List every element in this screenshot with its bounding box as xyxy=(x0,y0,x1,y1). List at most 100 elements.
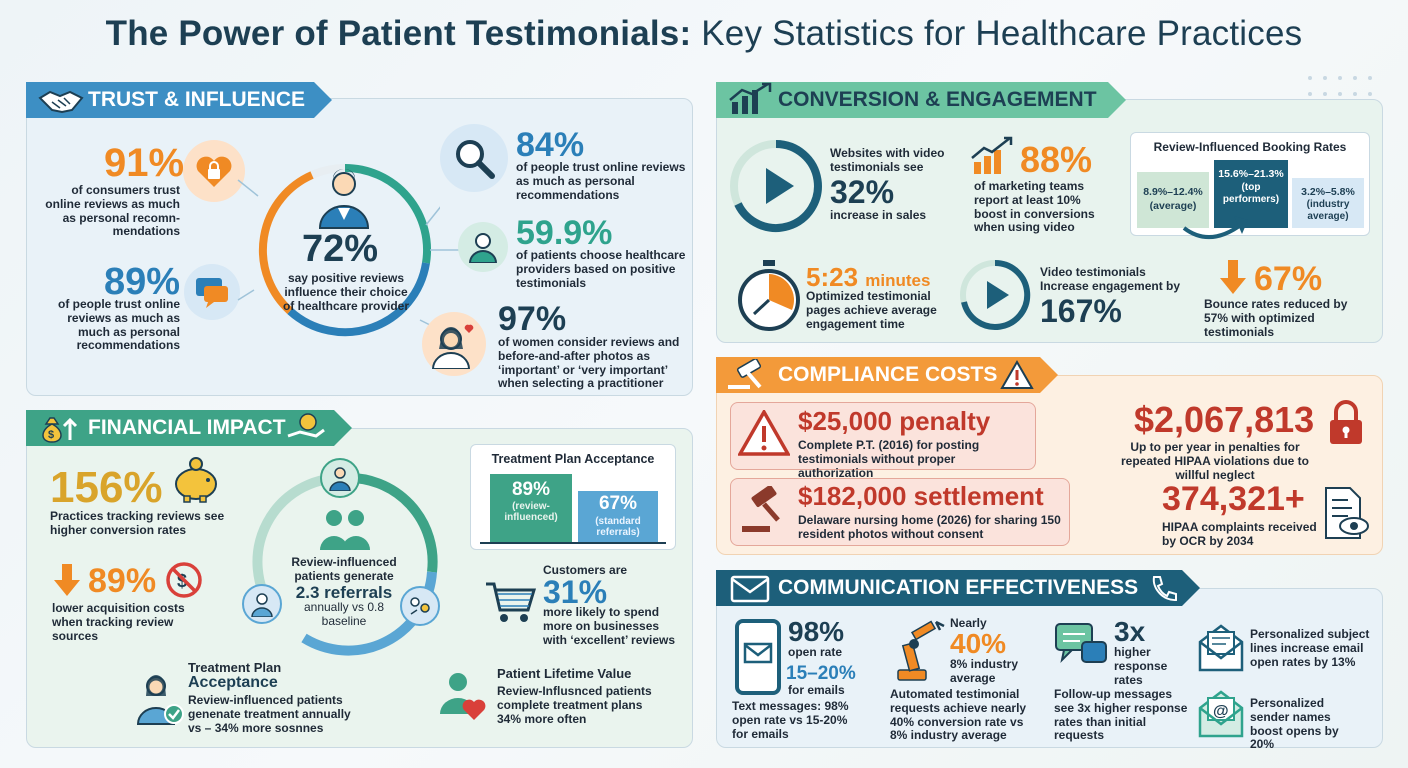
communication-panel xyxy=(716,588,1383,748)
followup-label: higher response rates xyxy=(1114,645,1168,687)
warning-triangle-icon xyxy=(1000,360,1034,390)
trust-84-value: 84% xyxy=(516,126,585,164)
fin-156-value: 156% xyxy=(50,463,163,512)
trust-97-value: 97% xyxy=(498,300,567,338)
tpa-bar2-value: 67% xyxy=(598,493,638,514)
penalty-value: $25,000 penalty xyxy=(798,406,991,436)
conv-88-text: of marketing teams report at least 10% b… xyxy=(974,179,1095,235)
chat-bubble-icon xyxy=(184,264,240,320)
penalty-card xyxy=(730,402,1036,470)
arrow-down-icon xyxy=(54,564,80,596)
sms-label2: for emails xyxy=(788,683,845,697)
plv-text: Review-Influsnced patients complete trea… xyxy=(497,684,652,726)
auto-text: Automated testimonial requests achieve n… xyxy=(890,687,1027,743)
trust-heading-label: TRUST & INFLUENCE xyxy=(88,88,305,111)
tpa-bar-review xyxy=(490,474,572,542)
conv-engage-pre: Video testimonials Increase engagement b… xyxy=(1040,265,1181,293)
trust-89-text: of people trust online reviews as much a… xyxy=(58,297,180,353)
complaints-value: 374,321+ xyxy=(1162,480,1305,518)
handshake-icon xyxy=(36,84,86,116)
tpa-title2: Acceptance xyxy=(188,674,278,691)
phone-icon xyxy=(1148,573,1178,603)
referral-node-icon xyxy=(400,586,440,626)
tpa-chart-title: Treatment Plan Acceptance xyxy=(491,452,655,466)
bar-growth-icon xyxy=(971,136,1013,174)
fin-156-text: Practices tracking reviews see higher co… xyxy=(50,509,225,537)
booking-b-value: 15.6%–21.3% xyxy=(1218,168,1284,180)
fin-referral-value: 2.3 referrals xyxy=(295,583,393,602)
financial-heading: $ FINANCIAL IMPACT xyxy=(26,410,352,446)
fin-referral-line1: Review-influenced patients generate xyxy=(291,555,397,583)
settlement-card xyxy=(730,478,1070,546)
trust-91-text: of consumers trust online reviews as muc… xyxy=(45,183,180,239)
tpa-bar-standard xyxy=(578,491,658,542)
conv-bounce-value: 67% xyxy=(1254,260,1323,298)
settlement-value: $182,000 settlement xyxy=(798,481,1044,511)
hipaa-value: $2,067,813 xyxy=(1134,399,1315,440)
sms-value: 98% xyxy=(788,616,845,647)
magnifier-icon xyxy=(440,124,508,192)
conv-time-value: 5:23 minutes xyxy=(806,264,930,290)
conv-video-value: 32% xyxy=(830,174,895,210)
play-circle-icon xyxy=(960,259,1031,330)
smartphone-icon xyxy=(735,619,781,695)
conv-engage-value: 167% xyxy=(1040,293,1122,329)
communication-heading: COMMUNICATION EFFECTIVENESS xyxy=(716,570,1200,606)
booking-title: Review-Influenced Booking Rates xyxy=(1153,140,1347,154)
sender-text: Personalized sender names boost opens by… xyxy=(1250,696,1339,752)
conversion-heading: CONVERSION & ENGAGEMENT xyxy=(716,82,1126,118)
tpa-bar2-label: (standard referrals) xyxy=(595,516,641,538)
conv-88-value: 88% xyxy=(1020,139,1093,180)
booking-box-average xyxy=(1137,172,1209,228)
trust-89-value: 89% xyxy=(104,261,181,303)
sms-label: open rate xyxy=(788,645,843,659)
followup-text: Follow-up messages see 3x higher respons… xyxy=(1054,687,1188,743)
tpa-title1: Treatment Plan xyxy=(188,660,282,675)
conv-time-unit: minutes xyxy=(865,271,931,290)
hipaa-text: Up to per year in penalties for repeated… xyxy=(1120,440,1310,482)
patient-icon xyxy=(458,222,508,272)
booking-box-top xyxy=(1214,160,1288,228)
tpa-text: Review-influenced patients genenate trea… xyxy=(188,693,351,735)
booking-c-value: 3.2%–5.8% xyxy=(1301,186,1355,198)
trust-84-text: of people trust online reviews as much a… xyxy=(516,160,686,202)
trust-72-text: say positive reviews influence their cho… xyxy=(282,271,410,313)
piggy-bank-icon xyxy=(175,457,217,503)
conv-video-text: increase in sales xyxy=(830,208,927,222)
email-open-icon xyxy=(1198,624,1244,672)
curved-arrow-icon xyxy=(1182,216,1248,240)
title-main: The Power of Patient Testimonials: xyxy=(105,14,692,53)
woman-heart-icon xyxy=(422,312,486,376)
fin-31-text: more likely to spend more on businesses … xyxy=(543,605,676,647)
compliance-heading-label: COMPLIANCE COSTS xyxy=(778,363,998,386)
sms-text: Text messages: 98% open rate vs 15-20% f… xyxy=(732,699,849,741)
padlock-icon xyxy=(1330,400,1362,444)
subject-text: Personalized subject lines increase emai… xyxy=(1250,627,1370,669)
penalty-text: Complete P.T. (2016) for posting testimo… xyxy=(798,438,980,480)
booking-a-value: 8.9%–12.4% xyxy=(1143,186,1203,198)
complaints-text: HIPAA complaints received by OCR by 2034 xyxy=(1162,520,1317,548)
trust-91-value: 91% xyxy=(104,141,185,185)
email-at-icon: @ xyxy=(1198,690,1244,738)
booking-box-industry xyxy=(1292,178,1364,228)
title-rest: Key Statistics for Healthcare Practices xyxy=(701,14,1303,53)
doctor-node-icon xyxy=(320,458,360,498)
woman-check-icon xyxy=(136,675,184,725)
tpa-bar1-value: 89% xyxy=(511,479,551,500)
fin-referral-line2: annually vs 0.8 baseline xyxy=(303,600,385,628)
chat-bubbles-icon xyxy=(1055,623,1107,664)
settlement-text: Delaware nursing home (2026) for sharing… xyxy=(798,513,1061,541)
court-gavel-icon xyxy=(742,486,780,532)
auto-value: 40% xyxy=(950,628,1007,659)
shopping-cart-icon xyxy=(486,582,537,622)
svg-text:$: $ xyxy=(177,571,187,591)
trust-ring-chart xyxy=(258,164,440,337)
envelope-icon xyxy=(726,572,776,604)
heart-lock-icon xyxy=(183,140,245,202)
plv-title: Patient Lifetime Value xyxy=(497,666,632,681)
auto-label: 8% industry average xyxy=(950,657,1019,685)
page-title: The Power of Patient Testimonials: Key S… xyxy=(0,14,1408,54)
fin-31-value: 31% xyxy=(543,574,608,610)
compliance-heading: COMPLIANCE COSTS xyxy=(716,357,1058,393)
tpa-baseline xyxy=(480,542,666,544)
